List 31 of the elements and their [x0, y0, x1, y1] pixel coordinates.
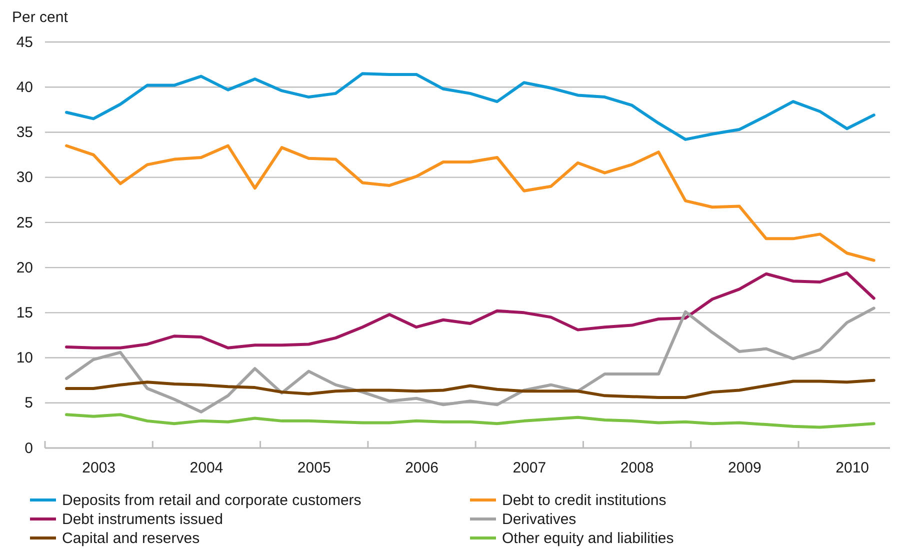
legend-label: Capital and reserves [62, 530, 200, 547]
y-tick-label: 30 [16, 169, 33, 186]
y-tick-label: 25 [16, 214, 33, 232]
legend-label: Other equity and liabilities [502, 530, 674, 547]
legend-label: Deposits from retail and corporate customers [62, 492, 362, 509]
line-series [65, 72, 876, 141]
x-tick-label: 2009 [728, 460, 762, 477]
y-tick-label: 15 [16, 304, 33, 322]
y-tick-label: 0 [24, 440, 33, 457]
legend-label: Derivatives [502, 511, 576, 528]
y-tick-label: 10 [16, 350, 33, 367]
line-series [65, 271, 876, 350]
y-tick-label: 45 [16, 34, 33, 51]
legend-label: Debt to credit institutions [502, 492, 666, 509]
y-tick-label: 20 [16, 259, 33, 276]
x-tick-label: 2005 [297, 460, 331, 477]
line-series [65, 306, 876, 414]
x-tick-label: 2010 [836, 460, 870, 477]
x-tick-label: 2006 [405, 460, 438, 477]
x-tick-label: 2003 [82, 460, 116, 477]
x-tick-label: 2008 [620, 460, 654, 477]
y-tick-label: 5 [24, 394, 33, 412]
line-series [65, 144, 876, 262]
legend-label: Debt instruments issued [62, 511, 223, 528]
line-series [65, 378, 876, 399]
line-series [65, 413, 876, 429]
y-axis-title: Per cent [12, 9, 69, 26]
y-tick-label: 35 [16, 124, 33, 142]
y-tick-label: 40 [16, 78, 33, 96]
x-tick-label: 2007 [512, 460, 546, 477]
x-tick-label: 2004 [190, 460, 224, 477]
